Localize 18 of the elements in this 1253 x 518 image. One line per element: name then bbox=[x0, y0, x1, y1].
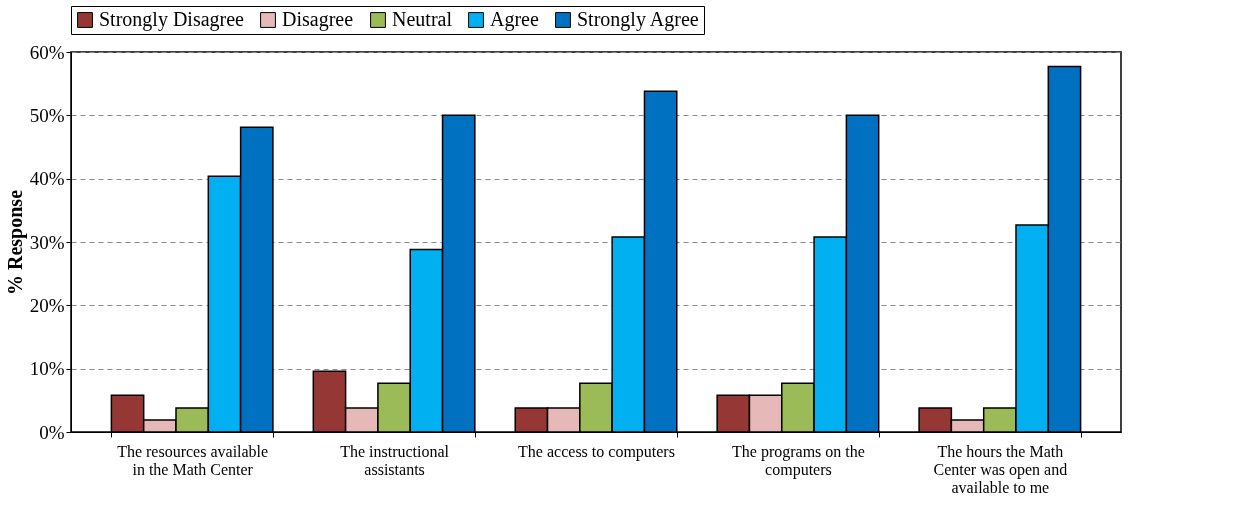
y-tick-label: 40% bbox=[29, 168, 65, 190]
y-axis-title: % Response bbox=[3, 189, 27, 296]
legend-label: Disagree bbox=[282, 8, 354, 31]
legend-label: Neutral bbox=[392, 8, 453, 30]
x-tick-label: The instructional assistants bbox=[340, 442, 450, 478]
x-tick-label: The programs on the computers bbox=[731, 442, 865, 479]
y-tick-label: 30% bbox=[29, 231, 65, 253]
y-tick-label: 60% bbox=[29, 41, 65, 63]
y-tick-label: 0% bbox=[39, 421, 65, 443]
x-tick-label: The hours the Math Center was open and available to me bbox=[933, 442, 1068, 496]
x-tick-label: The resources available in the Math Center bbox=[117, 442, 269, 478]
legend-label: Strongly Disagree bbox=[99, 8, 245, 31]
legend-label: Agree bbox=[490, 8, 539, 31]
legend-label: Strongly Agree bbox=[577, 8, 699, 31]
y-tick-label: 10% bbox=[29, 358, 65, 380]
x-tick-label: The access to computers bbox=[518, 442, 675, 461]
y-tick-label: 50% bbox=[29, 104, 65, 126]
y-tick-label: 20% bbox=[29, 294, 65, 316]
